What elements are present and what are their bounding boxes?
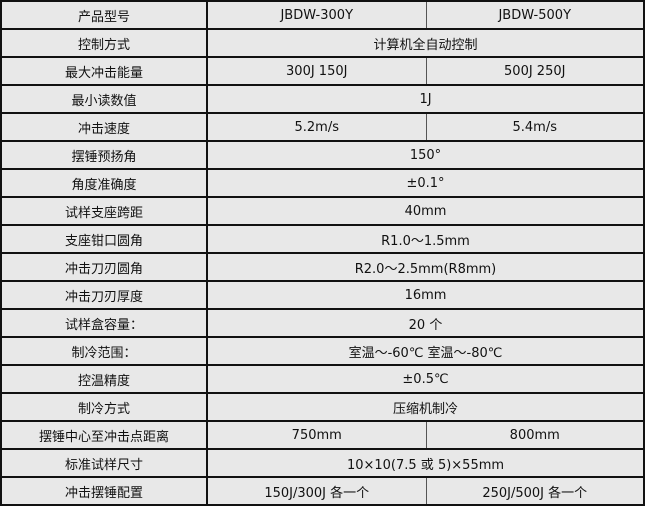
row-label: 控制方式	[0, 28, 208, 58]
row-label: 最大冲击能量	[0, 56, 208, 86]
row-label: 标准试样尺寸	[0, 448, 208, 478]
row-value: 20 个	[206, 308, 645, 338]
row-value: R2.0～2.5mm(R8mm)	[206, 252, 645, 282]
row-label: 支座钳口圆角	[0, 224, 208, 254]
row-label: 摆锤中心至冲击点距离	[0, 420, 208, 450]
row-label: 试样盒容量：	[0, 308, 208, 338]
table-row: 摆锤预扬角 150°	[0, 140, 645, 170]
table-row: 制冷范围： 室温～-60℃ 室温～-80℃	[0, 336, 645, 366]
table-row: 冲击刀刃圆角 R2.0～2.5mm(R8mm)	[0, 252, 645, 282]
table-row: 标准试样尺寸 10×10(7.5 或 5)×55mm	[0, 448, 645, 478]
table-row: 冲击摆锤配置 150J/300J 各一个 250J/500J 各一个	[0, 476, 645, 506]
row-label: 制冷方式	[0, 392, 208, 422]
row-label: 试样支座跨距	[0, 196, 208, 226]
row-label: 冲击刀刃厚度	[0, 280, 208, 310]
value-300y: JBDW-300Y	[206, 0, 427, 30]
row-value: 40mm	[206, 196, 645, 226]
table-row: 冲击刀刃厚度 16mm	[0, 280, 645, 310]
table-row: 冲击速度 5.2m/s 5.4m/s	[0, 112, 645, 142]
value-500y: JBDW-500Y	[425, 0, 645, 30]
row-label: 冲击刀刃圆角	[0, 252, 208, 282]
value-500y: 250J/500J 各一个	[425, 476, 645, 506]
table-row: 角度准确度 ±0.1°	[0, 168, 645, 198]
value-500y: 5.4m/s	[425, 112, 645, 142]
row-value: 计算机全自动控制	[206, 28, 645, 58]
value-300y: 750mm	[206, 420, 427, 450]
row-value: 室温～-60℃ 室温～-80℃	[206, 336, 645, 366]
table-row: 控制方式 计算机全自动控制	[0, 28, 645, 58]
table-row: 最大冲击能量 300J 150J 500J 250J	[0, 56, 645, 86]
row-value: 压缩机制冷	[206, 392, 645, 422]
row-value: 1J	[206, 84, 645, 114]
row-value: 10×10(7.5 或 5)×55mm	[206, 448, 645, 478]
row-label: 冲击摆锤配置	[0, 476, 208, 506]
table-row: 摆锤中心至冲击点距离 750mm 800mm	[0, 420, 645, 450]
table-row: 制冷方式 压缩机制冷	[0, 392, 645, 422]
value-500y: 500J 250J	[425, 56, 645, 86]
row-value: 150°	[206, 140, 645, 170]
value-300y: 5.2m/s	[206, 112, 427, 142]
row-label: 冲击速度	[0, 112, 208, 142]
table-row: 试样盒容量： 20 个	[0, 308, 645, 338]
value-500y: 800mm	[425, 420, 645, 450]
table-row: 试样支座跨距 40mm	[0, 196, 645, 226]
table-row: 最小读数值 1J	[0, 84, 645, 114]
row-value: ±0.1°	[206, 168, 645, 198]
row-label: 产品型号	[0, 0, 208, 30]
value-300y: 150J/300J 各一个	[206, 476, 427, 506]
row-label: 制冷范围：	[0, 336, 208, 366]
table-row: 支座钳口圆角 R1.0～1.5mm	[0, 224, 645, 254]
row-value: R1.0～1.5mm	[206, 224, 645, 254]
table-row: 控温精度 ±0.5℃	[0, 364, 645, 394]
row-label: 控温精度	[0, 364, 208, 394]
row-label: 摆锤预扬角	[0, 140, 208, 170]
row-value: ±0.5℃	[206, 364, 645, 394]
row-value: 16mm	[206, 280, 645, 310]
value-300y: 300J 150J	[206, 56, 427, 86]
row-label: 角度准确度	[0, 168, 208, 198]
table-row: 产品型号 JBDW-300Y JBDW-500Y	[0, 0, 645, 30]
row-label: 最小读数值	[0, 84, 208, 114]
